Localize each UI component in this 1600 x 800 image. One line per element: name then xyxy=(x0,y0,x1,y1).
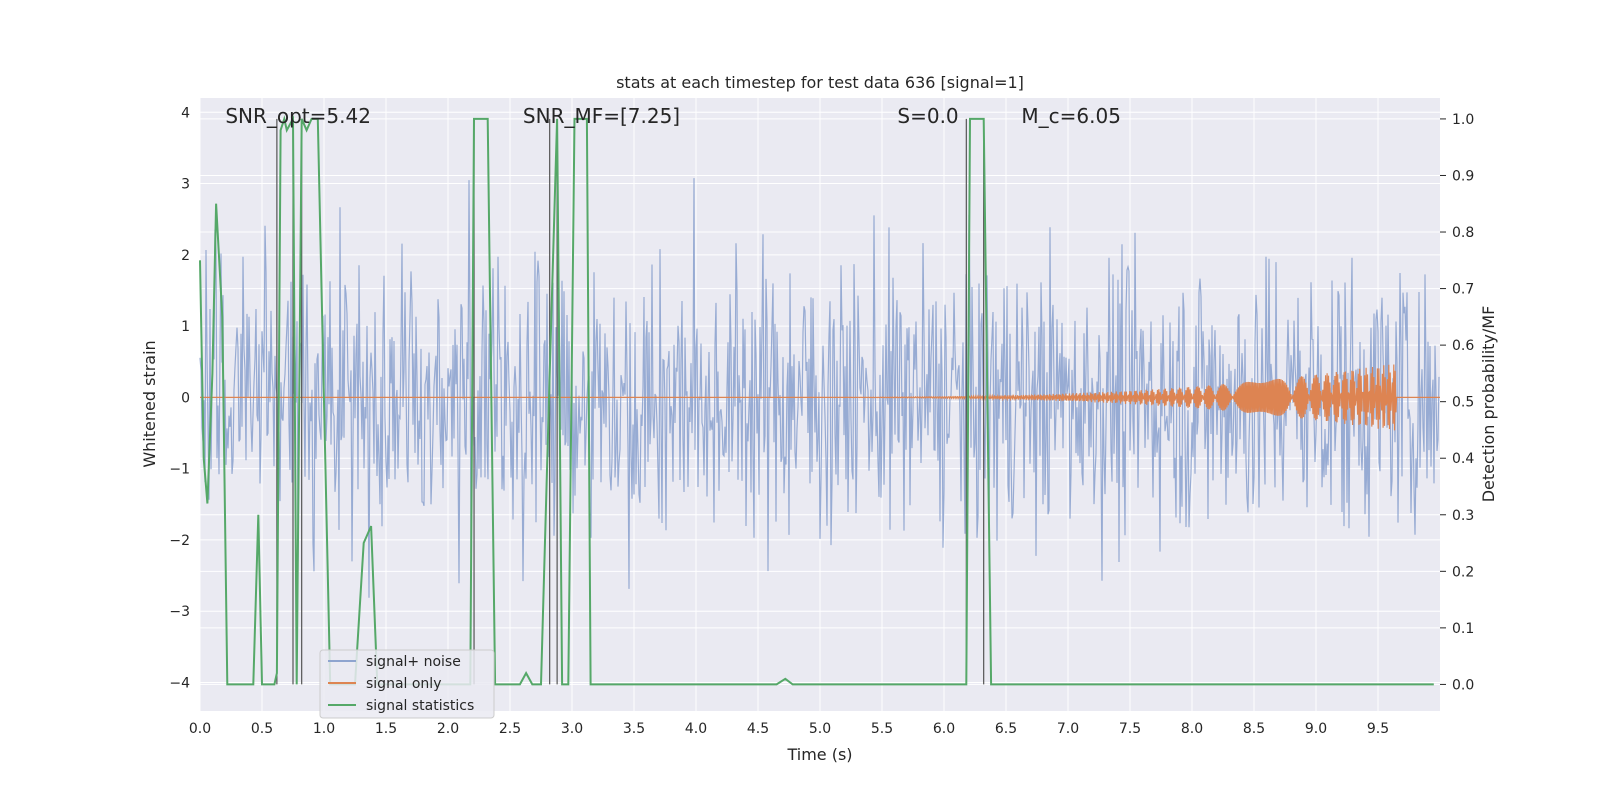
x-axis-label: Time (s) xyxy=(786,745,852,764)
y-tick-label: −3 xyxy=(169,604,190,620)
legend-label-signal: signal only xyxy=(366,676,441,692)
y2-tick-label: 0.0 xyxy=(1452,677,1474,693)
x-tick-label: 8.0 xyxy=(1181,721,1203,737)
x-tick-label: 2.5 xyxy=(499,721,521,737)
annotation-1: SNR_MF=[7.25] xyxy=(523,104,680,128)
annotation-2: S=0.0 xyxy=(897,104,958,128)
y2-tick-label: 0.3 xyxy=(1452,508,1474,524)
x-tick-label: 5.5 xyxy=(871,721,893,737)
x-tick-label: 6.5 xyxy=(995,721,1017,737)
y-tick-label: −1 xyxy=(169,462,190,478)
y2-tick-label: 1.0 xyxy=(1452,112,1474,128)
y2-tick-label: 0.9 xyxy=(1452,168,1474,184)
y-tick-label: 2 xyxy=(181,248,190,264)
x-tick-label: 2.0 xyxy=(437,721,459,737)
x-tick-label: 3.0 xyxy=(561,721,583,737)
x-tick-label: 4.5 xyxy=(747,721,769,737)
x-tick-label: 7.0 xyxy=(1057,721,1079,737)
x-tick-label: 0.5 xyxy=(251,721,273,737)
legend-label-stats: signal statistics xyxy=(366,698,474,714)
series-signal-noise xyxy=(199,178,1440,598)
annotation-0: SNR_opt=5.42 xyxy=(225,104,371,128)
x-tick-label: 0.0 xyxy=(189,721,211,737)
x-tick-labels: 0.0 0.5 1.0 1.5 2.0 2.5 3.0 3.5 4.0 4.5 5.0 5.5 6.0 6… xyxy=(189,721,1389,737)
noise-line xyxy=(199,178,1440,598)
x-tick-label: 9.0 xyxy=(1305,721,1327,737)
legend-label-noise: signal+ noise xyxy=(366,654,461,670)
x-tick-label: 8.5 xyxy=(1243,721,1265,737)
signal-line xyxy=(200,364,1440,431)
annotations: SNR_opt=5.42 SNR_MF=[7.25] S=0.0 M_c=6.05 xyxy=(225,104,1121,128)
y2-tick-label: 0.7 xyxy=(1452,282,1474,298)
y-tick-label: 1 xyxy=(181,319,190,335)
y-axis-label: Whitened strain xyxy=(140,340,159,467)
x-tick-label: 4.0 xyxy=(685,721,707,737)
y2-tick-labels: 1.0 0.9 0.8 0.7 0.6 0.5 0.4 0.3 0.2 0.1 0.0 xyxy=(1440,112,1474,693)
y-tick-label: −2 xyxy=(169,533,190,549)
x-tick-label: 1.0 xyxy=(313,721,335,737)
x-tick-label: 5.0 xyxy=(809,721,831,737)
x-tick-label: 6.0 xyxy=(933,721,955,737)
y2-tick-label: 0.2 xyxy=(1452,564,1474,580)
x-tick-label: 9.5 xyxy=(1367,721,1389,737)
y2-tick-label: 0.5 xyxy=(1452,395,1474,411)
y2-tick-label: 0.6 xyxy=(1452,338,1474,354)
x-tick-label: 1.5 xyxy=(375,721,397,737)
y2-axis-label: Detection probability/MF xyxy=(1479,306,1498,503)
legend-box xyxy=(319,649,495,719)
y2-tick-label: 0.1 xyxy=(1452,621,1474,637)
y-tick-label: −4 xyxy=(169,675,190,691)
x-tick-label: 3.5 xyxy=(623,721,645,737)
y-tick-label: 4 xyxy=(181,105,190,121)
annotation-3: M_c=6.05 xyxy=(1021,104,1121,128)
x-tick-label: 7.5 xyxy=(1119,721,1141,737)
y-tick-labels: 4 3 2 1 0 −1 −2 −3 −4 xyxy=(169,105,190,691)
chart-title: stats at each timestep for test data 636… xyxy=(616,73,1024,92)
y2-tick-label: 0.8 xyxy=(1452,225,1474,241)
legend: signal+ noise signal only signal statist… xyxy=(319,649,495,719)
series-signal-only xyxy=(200,364,1440,431)
y-tick-label: 0 xyxy=(181,390,190,406)
y2-tick-label: 0.4 xyxy=(1452,451,1474,467)
y-tick-label: 3 xyxy=(181,177,190,193)
